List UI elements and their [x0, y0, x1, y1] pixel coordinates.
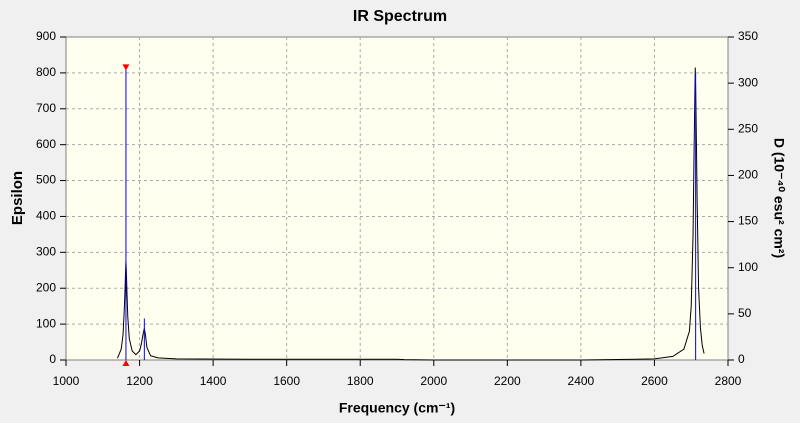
- x-tick-label: 1200: [126, 374, 153, 388]
- y-tick-label: 800: [36, 65, 56, 79]
- y-axis-label: Epsilon: [9, 171, 26, 225]
- x-tick-label: 1400: [200, 374, 227, 388]
- y-tick-label: 0: [49, 352, 56, 366]
- y2-tick-label: 200: [738, 168, 758, 182]
- y2-tick-label: 150: [738, 214, 758, 228]
- y-tick-label: 600: [36, 137, 56, 151]
- y-tick-label: 100: [36, 316, 56, 330]
- x-tick-label: 2200: [494, 374, 521, 388]
- y-tick-label: 500: [36, 173, 56, 187]
- x-tick-label: 1600: [273, 374, 300, 388]
- y-tick-label: 200: [36, 280, 56, 294]
- selection-marker: [122, 64, 130, 71]
- y-tick-label: 400: [36, 209, 56, 223]
- plot-area: [65, 36, 729, 361]
- chart-title: IR Spectrum: [353, 8, 447, 25]
- selection-marker: [122, 360, 130, 366]
- y-tick-label: 300: [36, 245, 56, 259]
- x-tick-label: 1000: [53, 374, 80, 388]
- x-tick-label: 2800: [715, 374, 742, 388]
- y-tick-label: 900: [36, 29, 56, 43]
- y2-tick-label: 100: [738, 260, 758, 274]
- x-tick-label: 1800: [347, 374, 374, 388]
- y2-axis-label: D (10⁻⁴⁰ esu² cm²): [771, 138, 787, 258]
- y2-tick-label: 0: [738, 352, 745, 366]
- x-tick-label: 2000: [420, 374, 447, 388]
- x-tick-label: 2400: [568, 374, 595, 388]
- x-axis-label: Frequency (cm⁻¹): [339, 400, 455, 416]
- y2-tick-label: 250: [738, 121, 758, 135]
- y2-tick-label: 300: [738, 75, 758, 89]
- x-tick-label: 2600: [641, 374, 668, 388]
- y-tick-label: 700: [36, 101, 56, 115]
- y2-tick-label: 350: [738, 29, 758, 43]
- y2-tick-label: 50: [738, 306, 752, 320]
